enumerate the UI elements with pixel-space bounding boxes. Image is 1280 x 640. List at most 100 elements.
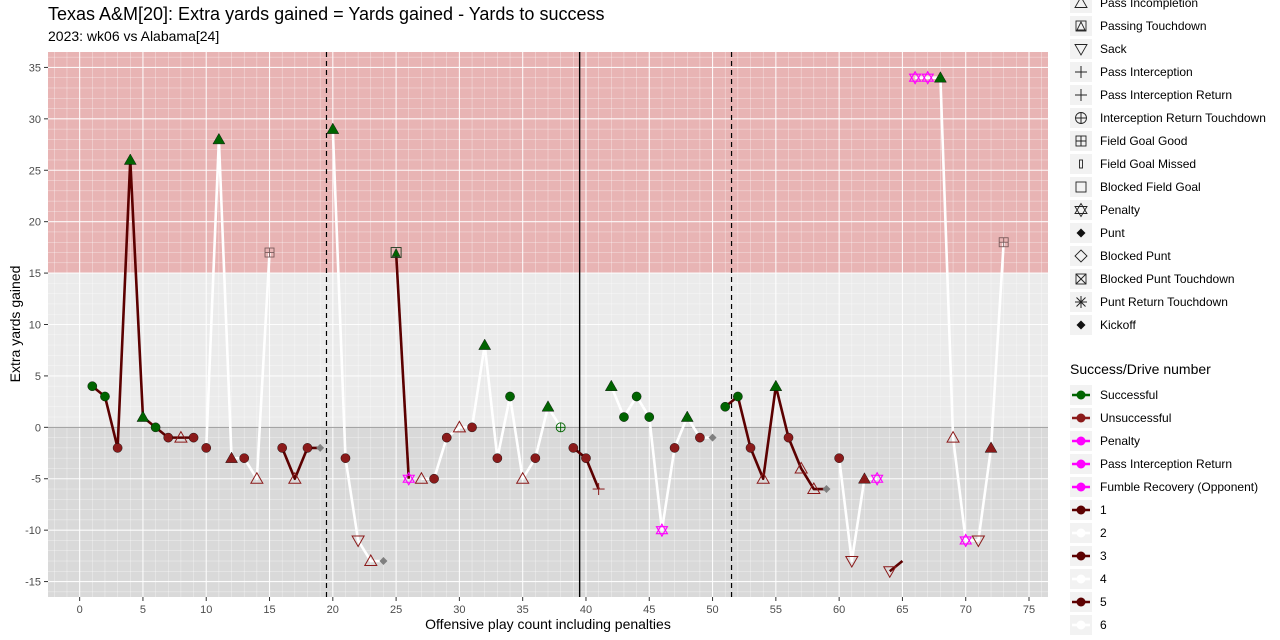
x-tick-label: 70: [960, 604, 972, 616]
y-tick-label: -5: [31, 474, 41, 486]
diamond-open-icon: [1070, 246, 1092, 266]
legend-item: Pass Interception Return: [1070, 454, 1232, 474]
x-tick-label: 65: [896, 604, 908, 616]
legend-item: 1: [1070, 500, 1107, 520]
point-marker: [100, 391, 110, 402]
legend-line-icon: [1070, 546, 1092, 566]
triangle-square-icon: [1070, 16, 1092, 36]
legend-item-label: 3: [1100, 549, 1107, 563]
legend-item: Punt: [1070, 223, 1125, 243]
point-marker: [530, 453, 541, 463]
x-tick-label: 10: [200, 604, 212, 616]
x-tick-label: 5: [140, 604, 146, 616]
legend: Pass Incompletion Passing Touchdown Sack Pa…: [1062, 0, 1280, 640]
x-tick-label: 20: [327, 604, 339, 616]
point-marker: [414, 471, 429, 484]
legend-item-label: Blocked Field Goal: [1100, 180, 1201, 194]
square-plus-icon: [1070, 131, 1092, 151]
legend-item-label: 4: [1100, 572, 1107, 586]
legend-line-icon: [1070, 615, 1092, 635]
legend-item-label: Punt Return Touchdown: [1100, 295, 1228, 309]
x-tick-label: 35: [517, 604, 529, 616]
y-tick-label: 30: [29, 114, 41, 126]
legend-item: 4: [1070, 569, 1107, 589]
drive-line-6: [421, 343, 562, 481]
legend-item-label: Fumble Recovery (Opponent): [1100, 480, 1259, 494]
point-marker: [277, 443, 287, 453]
point-marker: [971, 535, 986, 548]
legend-dot-icon: [1070, 477, 1092, 497]
point-marker: [212, 133, 226, 145]
point-marker: [326, 122, 340, 134]
plus-icon: [1070, 62, 1092, 82]
point-marker: [402, 471, 416, 486]
point-marker: [908, 70, 922, 85]
legend-item: Unsuccessful: [1070, 408, 1171, 428]
point-marker: [379, 557, 388, 566]
legend-item: Blocked Field Goal: [1070, 177, 1201, 197]
drive-line-10: [837, 458, 878, 563]
legend-item: Pass Interception: [1070, 62, 1193, 82]
x-tick-label: 75: [1023, 604, 1035, 616]
legend-item: 3: [1070, 546, 1107, 566]
point-marker: [478, 338, 492, 350]
legend-item: Interception Return Touchdown: [1070, 108, 1266, 128]
drive-line-3: [280, 446, 321, 481]
legend-item: Sack: [1070, 39, 1127, 59]
legend-item-label: 1: [1100, 503, 1107, 517]
legend-item: 5: [1070, 592, 1107, 612]
point-marker: [201, 443, 212, 453]
square-open-icon: [1070, 177, 1092, 197]
point-marker: [756, 471, 771, 484]
point-marker: [858, 472, 871, 484]
legend-dot-icon: [1070, 454, 1092, 474]
point-marker: [604, 379, 618, 391]
point-marker: [239, 453, 250, 463]
point-marker: [225, 451, 238, 463]
drive-line-11: [888, 560, 904, 573]
legend-item-label: Pass Interception Return: [1100, 88, 1233, 102]
point-marker: [745, 443, 756, 453]
point-marker: [351, 535, 365, 548]
legend-item-label: Pass Interception Return: [1100, 457, 1233, 471]
point-marker: [492, 453, 503, 463]
legend-item-label: 2: [1100, 526, 1107, 540]
thin-rect-icon: [1070, 154, 1092, 174]
chart-subtitle: 2023: wk06 vs Alabama[24]: [48, 28, 220, 44]
point-marker: [581, 453, 591, 463]
legend-item: Punt Return Touchdown: [1070, 292, 1228, 312]
point-marker: [959, 533, 973, 548]
point-marker: [794, 461, 809, 474]
legend-item-label: Sack: [1100, 42, 1127, 56]
point-marker: [733, 391, 743, 402]
legend-item: Passing Touchdown: [1070, 16, 1207, 36]
legend-item-label: 5: [1100, 595, 1107, 609]
point-marker: [568, 443, 579, 453]
legend-item-label: Pass Interception: [1100, 65, 1193, 79]
triangle-open-icon: [1070, 0, 1092, 13]
legend-dot-icon: [1070, 408, 1092, 428]
point-marker: [834, 453, 844, 463]
star-of-david-icon: [1070, 200, 1092, 220]
x-tick-label: 50: [706, 604, 718, 616]
triangle-down-open-icon: [1070, 39, 1092, 59]
y-tick-label: 10: [29, 320, 41, 332]
legend-item: Blocked Punt: [1070, 246, 1171, 266]
legend-item-label: Field Goal Good: [1100, 134, 1188, 148]
legend-dot-icon: [1070, 431, 1092, 451]
point-marker: [188, 432, 199, 443]
point-marker: [783, 432, 794, 443]
point-marker: [934, 71, 947, 83]
y-tick-label: 15: [29, 268, 41, 280]
legend-item-label: Punt: [1100, 226, 1125, 240]
drive-line-12: [915, 76, 1005, 542]
legend-item-label: Pass Incompletion: [1100, 0, 1199, 10]
point-marker: [390, 247, 402, 258]
point-marker: [769, 379, 783, 391]
drive-line-8: [610, 385, 713, 532]
point-marker: [505, 391, 515, 402]
y-tick-label: 35: [29, 62, 41, 74]
legend-item-label: Penalty: [1100, 434, 1141, 448]
point-marker: [174, 430, 188, 443]
point-marker: [316, 443, 325, 452]
